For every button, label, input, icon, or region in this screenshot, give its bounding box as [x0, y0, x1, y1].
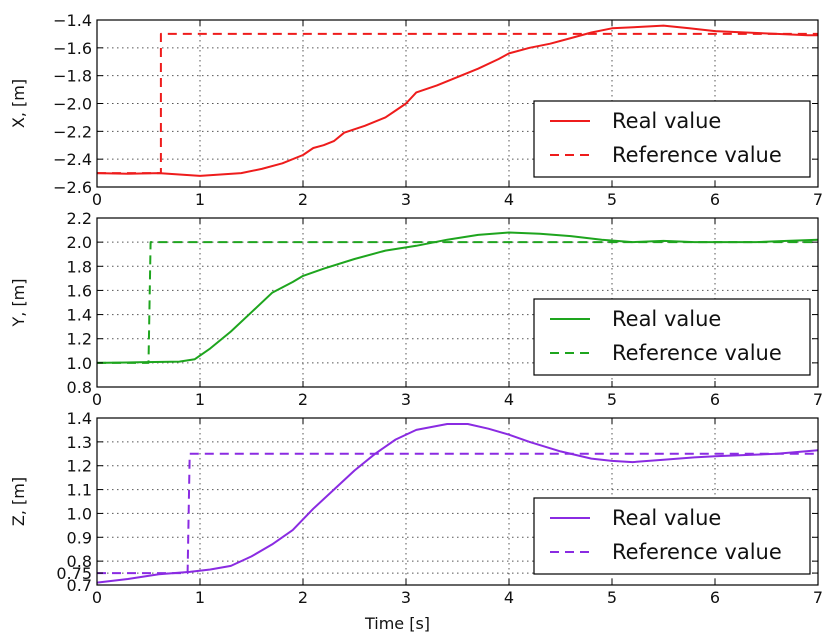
y-tick-label: −2.2: [53, 122, 92, 141]
x-tick-label: 6: [710, 390, 720, 409]
y-tick-label: 1.4: [67, 306, 92, 325]
x-tick-label: 2: [298, 390, 308, 409]
y-axis-label: X, [m]: [9, 79, 28, 128]
x-tick-label: 1: [195, 190, 205, 209]
y-tick-label: −2.6: [53, 178, 92, 197]
y-tick-label: −1.4: [53, 11, 92, 30]
x-tick-label: 0: [92, 588, 102, 607]
x-axis-label: Time [s]: [364, 614, 430, 633]
panel-3: 0 1 2 3 4 5 6 7 1.4 1.3 1.2 1.1 1.0 0.9 0.80.750.7 Z, […: [9, 409, 822, 633]
x-tick-label: 3: [401, 390, 411, 409]
x-tick-label: 5: [607, 588, 617, 607]
y-tick-label: 0.75: [56, 564, 92, 583]
y-tick-label: −2.0: [53, 95, 92, 114]
series-real-value-line: [96, 24, 818, 177]
series-reference-value-line: [97, 241, 818, 364]
y-tick-label: −1.8: [53, 67, 92, 86]
legend-entry-label: Reference value: [612, 540, 782, 564]
panel-2: 0 1 2 3 4 5 6 7 2.2 2.0 1.8 1.6 1.4 1.2 1.0 0.8 Y, [m] Re…: [9, 209, 822, 409]
y-tick-label: 1.0: [67, 354, 92, 373]
x-tick-label: 3: [401, 588, 411, 607]
panel-1: 0 1 2 3 4 5 6 7 −1.4 −1.6 −1.8 −2.0 −2.2 −2.4 −2.6 X, […: [9, 11, 822, 209]
legend: Real value Reference value: [533, 497, 811, 575]
legend-box: [533, 298, 811, 376]
legend-entry-label: Real value: [612, 109, 721, 133]
x-tick-label: 1: [195, 588, 205, 607]
x-tick-label: 6: [710, 190, 720, 209]
x-tick-label: 7: [813, 190, 822, 209]
y-tick-label: 1.4: [67, 409, 92, 428]
legend-entry-label: Real value: [612, 506, 721, 530]
y-tick-label: 1.0: [67, 504, 92, 523]
y-tick-label: 0.8: [67, 552, 92, 571]
x-tick-label: 6: [710, 588, 720, 607]
y-tick-label: 1.6: [67, 281, 92, 300]
y-tick-label: 1.3: [67, 433, 92, 452]
legend-entry-label: Reference value: [612, 143, 782, 167]
x-tick-label: 5: [607, 390, 617, 409]
y-axis-label: Y, [m]: [9, 278, 28, 327]
plot-frame: [96, 417, 819, 586]
y-tick-label: 0.8: [67, 378, 92, 397]
x-tick-label: 1: [195, 390, 205, 409]
legend: Real value Reference value: [533, 100, 811, 178]
y-tick-label: 1.8: [67, 257, 92, 276]
legend-box: [533, 100, 811, 178]
y-tick-label: −2.4: [53, 150, 92, 169]
x-tick-label: 5: [607, 190, 617, 209]
x-tick-label: 7: [813, 390, 822, 409]
series-reference-value-line: [97, 452, 818, 575]
legend-box: [533, 497, 811, 575]
x-tick-label: 0: [92, 390, 102, 409]
legend-entry-label: Real value: [612, 307, 721, 331]
x-tick-label: 2: [298, 588, 308, 607]
y-tick-label: −1.6: [53, 39, 92, 58]
y-tick-label: 2.0: [67, 233, 92, 252]
x-tick-label: 4: [504, 588, 514, 607]
legend: Real value Reference value: [533, 298, 811, 376]
x-tick-label: 4: [504, 190, 514, 209]
plot-frame: [96, 217, 819, 388]
legend-entry-label: Reference value: [612, 341, 782, 365]
series-real-value-line: [96, 423, 819, 584]
y-tick-label: 0.7: [67, 576, 92, 595]
y-tick-label: 0.9: [67, 528, 92, 547]
x-tick-label: 0: [92, 190, 102, 209]
series-reference-value-line: [97, 32, 818, 175]
x-tick-label: 3: [401, 190, 411, 209]
y-axis-label: Z, [m]: [9, 477, 28, 526]
y-tick-label: 1.2: [67, 330, 92, 349]
x-tick-label: 2: [298, 190, 308, 209]
x-tick-label: 4: [504, 390, 514, 409]
y-tick-label: 1.2: [67, 457, 92, 476]
y-tick-label: 2.2: [67, 209, 92, 228]
x-tick-label: 7: [813, 588, 822, 607]
y-tick-label: 1.1: [67, 481, 92, 500]
